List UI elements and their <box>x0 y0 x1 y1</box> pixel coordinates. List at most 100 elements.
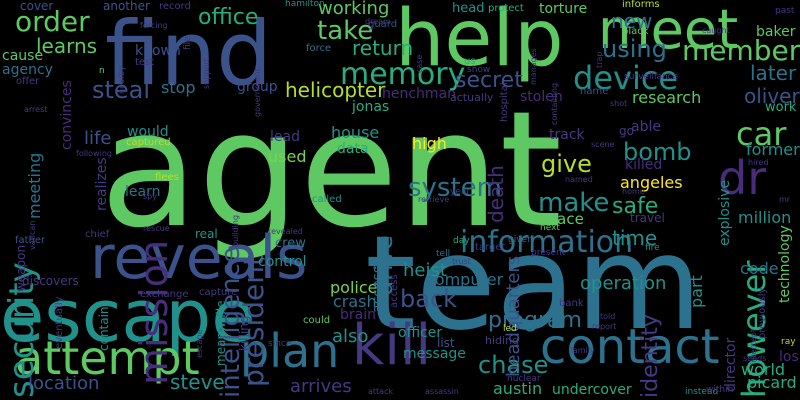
word-report: report <box>592 322 617 331</box>
word-caught: caught <box>702 26 730 35</box>
word-agency: agency <box>2 62 53 78</box>
word-helicopter: helicopter <box>285 78 386 102</box>
word-order: order <box>15 5 90 38</box>
word-access: access <box>370 265 386 313</box>
word-chief: chief <box>85 229 110 240</box>
word-reveals: reveals <box>90 223 308 293</box>
word-killing: killing <box>237 315 251 351</box>
word-picard: picard <box>747 373 797 392</box>
word-informs: informs <box>622 0 660 10</box>
word-learns: learns <box>36 34 98 58</box>
word-computer: computer <box>426 270 504 289</box>
word-surveillance: surveillance <box>624 72 679 82</box>
word-steal: steal <box>92 76 151 104</box>
word-actually: actually <box>450 91 494 104</box>
word-headquarters: headquarters <box>503 255 524 377</box>
word-rescue: rescue <box>143 224 170 233</box>
word-mission: mission <box>132 239 176 385</box>
word-austin: austin <box>493 379 543 398</box>
word-stolen: stolen <box>520 89 563 105</box>
word-plan: plan <box>240 324 340 378</box>
word-work: work <box>765 100 797 115</box>
word-called: called <box>312 194 342 205</box>
word-nearby: nearby <box>117 66 126 94</box>
word-told: told <box>600 312 616 321</box>
word-following: following <box>76 149 112 158</box>
word-explosive: explosive <box>717 179 733 246</box>
word-flees: flees <box>155 172 179 183</box>
word-file: file <box>183 36 193 50</box>
word-undercover: undercover <box>552 382 632 398</box>
word-hospital: hospital <box>499 82 510 122</box>
word-retrieve: retrieve <box>418 195 450 204</box>
word-hamilton: hamilton <box>285 0 325 9</box>
word-part: part <box>687 275 706 308</box>
word-learn: learn <box>125 184 161 200</box>
word-building: building <box>231 214 240 247</box>
word-dr: dr <box>718 151 767 205</box>
word-operation: operation <box>580 273 667 294</box>
word-return: return <box>352 36 414 60</box>
word-intercept: intercept <box>749 329 758 365</box>
word-realizes: realizes <box>94 157 110 211</box>
word-containing: containing <box>550 82 559 125</box>
word-support: support <box>202 58 211 89</box>
word-system: system <box>408 173 502 203</box>
word-bank: bank <box>559 298 584 309</box>
word-used: used <box>268 147 307 166</box>
word-death: death <box>484 165 508 223</box>
word-memory: memory <box>340 57 466 92</box>
word-nuclear: nuclear <box>507 374 541 384</box>
word-killed: killed <box>625 157 663 173</box>
word-us: us <box>464 56 476 67</box>
word-identity: identity <box>638 314 663 398</box>
word-baker: baker <box>756 24 796 40</box>
word-test: test <box>135 57 155 68</box>
word-using: using <box>602 35 667 63</box>
word-exchange: exchange <box>140 289 189 300</box>
word-instead: instead <box>685 387 719 397</box>
word-working: working <box>318 0 390 19</box>
word-discovers: discovers <box>22 274 79 288</box>
word-safe: safe <box>612 194 659 219</box>
word-device: device <box>573 59 679 97</box>
word-would: would <box>127 124 169 140</box>
word-protect: protect <box>488 3 524 14</box>
word-former: former <box>746 140 800 159</box>
word-crash: crash <box>333 292 377 311</box>
word-attack: attack <box>368 387 394 396</box>
word-meet: meet <box>598 0 739 61</box>
word-named: named <box>565 175 593 184</box>
word-officer: officer <box>398 325 443 341</box>
word-chase: chase <box>478 351 549 379</box>
word-later: later <box>750 61 797 85</box>
word-previously: previously <box>757 287 768 339</box>
word-hiding: hiding <box>485 334 520 347</box>
word-spy: spy <box>143 192 157 201</box>
word-family: family <box>570 346 595 355</box>
word-meeting: meeting <box>25 152 44 219</box>
word-arrives: arrives <box>290 376 352 397</box>
word-cause: cause <box>2 48 44 64</box>
word-target: target <box>475 242 506 253</box>
word-access: access <box>389 274 400 308</box>
word-back: back <box>400 285 458 313</box>
word-control: control <box>258 254 307 270</box>
word-present: present <box>531 248 566 258</box>
word-real: real <box>195 227 218 241</box>
word-secret: secret <box>455 68 523 93</box>
word-research: research <box>632 88 702 107</box>
word-tell: tell <box>436 249 451 259</box>
word-cover: cover <box>20 0 54 13</box>
word-member: member <box>682 34 800 67</box>
word-help: help <box>395 0 564 84</box>
word-force: force <box>306 43 332 54</box>
word-travel: travel <box>630 211 665 225</box>
word-go: go <box>619 124 634 138</box>
word-manages: manages <box>529 48 538 85</box>
word-information: information <box>460 225 634 260</box>
word-kill: kill <box>352 313 432 378</box>
word-arrest: arrest <box>24 105 48 114</box>
word-another: another <box>103 0 150 13</box>
word-agent: agent <box>100 76 563 263</box>
